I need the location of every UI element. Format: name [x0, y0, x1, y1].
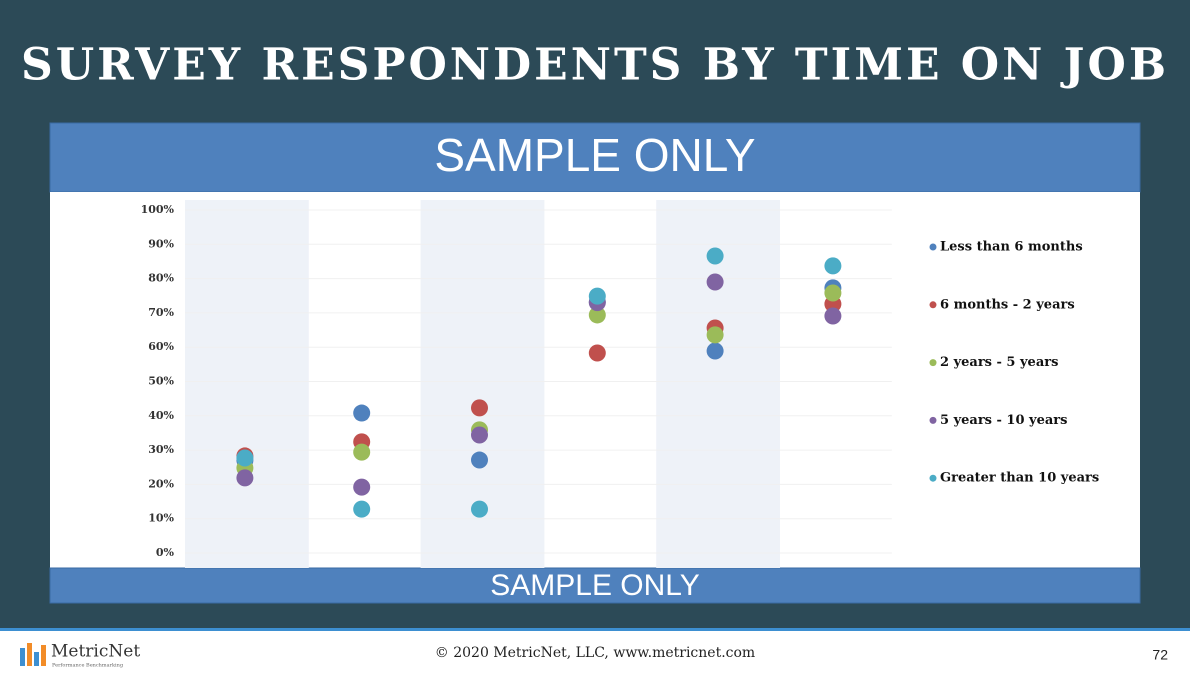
dot [471, 500, 488, 518]
copyright: © 2020 MetricNet, LLC, www.metricnet.com [435, 645, 755, 661]
banner-text: SAMPLE ONLY [434, 129, 755, 181]
logo-bar [41, 645, 46, 666]
y-tick-label: 80% [148, 272, 174, 285]
legend-marker [929, 301, 937, 309]
footer-bg [0, 631, 1190, 670]
y-tick-label: 40% [148, 409, 174, 422]
dot [588, 344, 606, 362]
logo-tagline: Performance Benchmarking [52, 663, 124, 669]
legend-label: Less than 6 months [940, 240, 1083, 255]
dot [706, 342, 724, 360]
dot [353, 404, 371, 422]
dot [236, 449, 254, 467]
dot [706, 273, 724, 291]
dot [824, 307, 842, 325]
dot [471, 399, 488, 417]
y-tick-label: 30% [148, 443, 174, 456]
dot [824, 257, 842, 275]
dot [471, 451, 488, 469]
plot: 0% 10% 20% 30% 40% 50% 60% 70% 80% 90% 100% Less th… [141, 200, 1099, 568]
legend-label: 2 years - 5 years [940, 355, 1058, 370]
y-tick-label: 90% [148, 237, 174, 250]
page-number: 72 [1152, 647, 1168, 663]
category-band [185, 200, 309, 568]
dot [471, 426, 488, 444]
dot [706, 247, 724, 265]
legend-marker [929, 243, 937, 251]
y-tick-label: 60% [148, 340, 174, 353]
banner-text: SAMPLE ONLY [490, 569, 700, 602]
logo-text: MetricNet [51, 642, 140, 662]
dot [236, 469, 254, 487]
slide-title: SURVEY RESPONDENTS BY TIME ON JOB [21, 40, 1169, 91]
y-tick-label: 0% [156, 546, 175, 559]
divider [0, 628, 1190, 631]
legend-label: 5 years - 10 years [940, 413, 1067, 428]
y-tick-label: 20% [148, 477, 174, 490]
legend-label: 6 months - 2 years [940, 297, 1075, 312]
dot [588, 287, 606, 305]
dot [824, 284, 842, 302]
logo-bar [20, 648, 25, 666]
bottom-banner [49, 567, 1141, 604]
dot [353, 478, 371, 496]
y-tick-label: 10% [148, 512, 174, 525]
dot [353, 500, 371, 518]
y-tick-label: 70% [148, 306, 174, 319]
legend-marker [929, 359, 937, 367]
legend-label: Greater than 10 years [940, 471, 1099, 486]
logo-bar [34, 652, 39, 666]
legend-marker [929, 474, 937, 482]
y-tick-label: 100% [141, 203, 175, 216]
logo-bar [27, 643, 32, 666]
dot [353, 443, 371, 461]
dot [706, 326, 724, 344]
y-tick-label: 50% [148, 375, 174, 388]
dot [588, 306, 606, 324]
legend-marker [929, 416, 937, 424]
